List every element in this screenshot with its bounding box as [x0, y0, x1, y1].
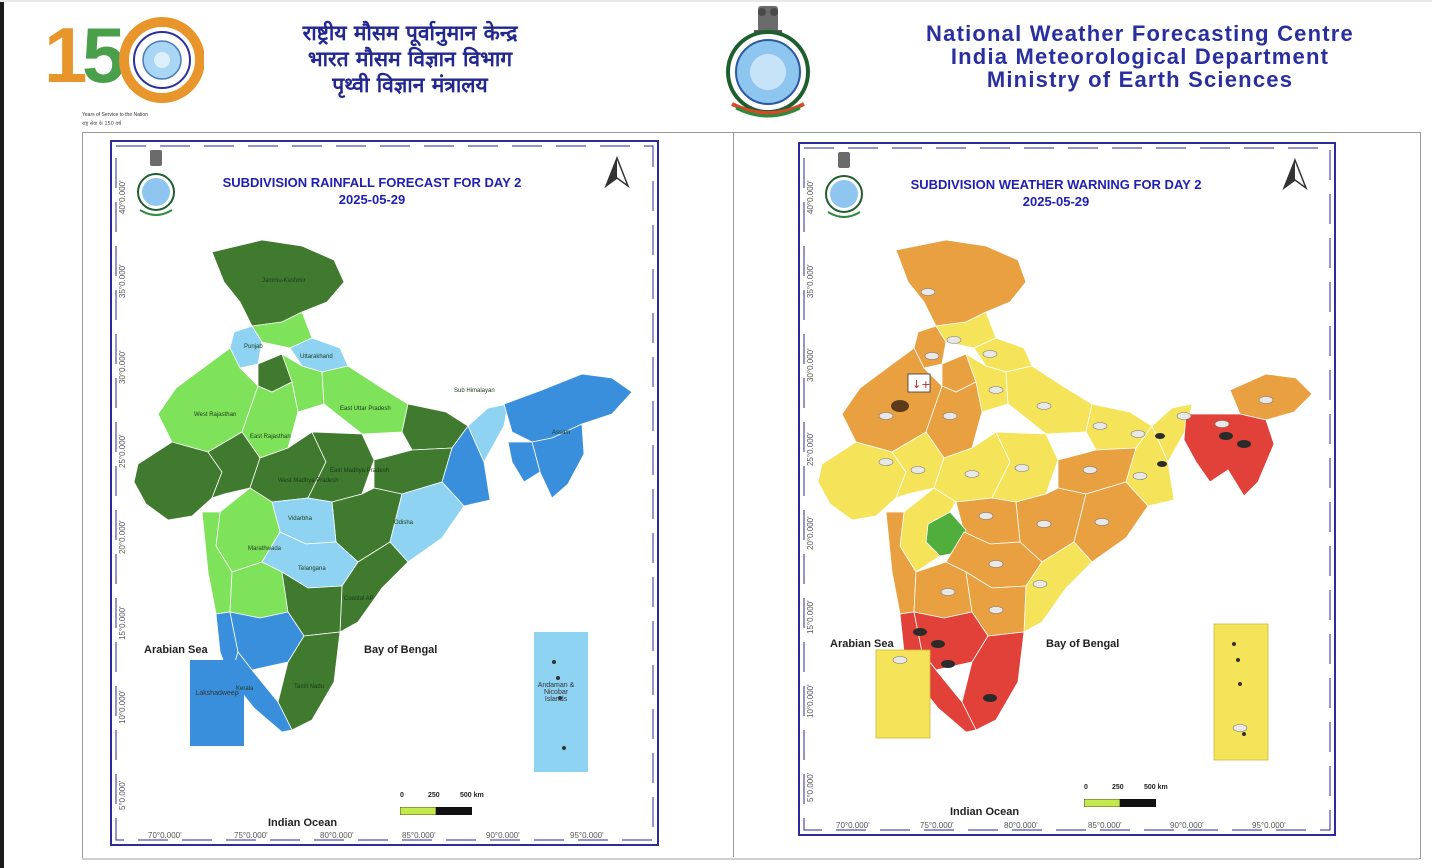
- warning-map-title: SUBDIVISION WEATHER WARNING FOR DAY 2 20…: [876, 176, 1236, 210]
- rainfall-title-line-1: SUBDIVISION RAINFALL FORECAST FOR DAY 2: [222, 175, 522, 190]
- lat-tick: 25°0.000': [806, 432, 815, 466]
- scale-bar: [1083, 794, 1156, 812]
- scale-label-250: 250: [428, 792, 440, 799]
- svg-text:Sub Himalayan: Sub Himalayan: [454, 388, 495, 394]
- rainfall-forecast-map: Jammu-Kashmir Punjab Uttarakhand West Ra…: [110, 140, 659, 846]
- svg-text:Tamil Nadu: Tamil Nadu: [294, 684, 324, 690]
- warning-title-line-2: 2025-05-29: [1022, 194, 1090, 209]
- svg-text:Coastal AP: Coastal AP: [344, 596, 374, 602]
- svg-text:Jammu-Kashmir: Jammu-Kashmir: [262, 278, 306, 284]
- lat-tick: 10°0.000': [118, 690, 127, 724]
- lat-tick: 35°0.000': [118, 264, 127, 298]
- indian-ocean-label: Indian Ocean: [950, 806, 1020, 818]
- svg-text:Marathwada: Marathwada: [248, 546, 282, 552]
- bottom-edge: [82, 858, 1419, 860]
- hindi-line-2: भारत मौसम विज्ञान विभाग: [307, 47, 513, 71]
- window-edge: [0, 0, 4, 868]
- rainfall-map-title: SUBDIVISION RAINFALL FORECAST FOR DAY 2 …: [192, 174, 552, 208]
- lat-tick: 5°0.000': [806, 772, 815, 802]
- svg-text:Odisha: Odisha: [394, 520, 414, 526]
- scale-label-500: 500 km: [1144, 784, 1168, 791]
- lat-tick: 20°0.000': [806, 516, 815, 550]
- svg-text:Telangana: Telangana: [298, 566, 326, 572]
- scale-label-0: 0: [400, 792, 404, 799]
- lat-tick: 15°0.000': [118, 606, 127, 640]
- warning-map-svg: ↓+: [803, 147, 1331, 831]
- hindi-line-3: पृथ्वी विज्ञान मंत्रालय: [332, 73, 488, 97]
- lon-tick: 75°0.000': [920, 821, 954, 830]
- warning-title-line-1: SUBDIVISION WEATHER WARNING FOR DAY 2: [910, 177, 1202, 192]
- lon-tick: 95°0.000': [570, 831, 604, 840]
- andaman-inset: [1213, 623, 1269, 761]
- lon-tick: 70°0.000': [836, 821, 870, 830]
- lat-tick: 30°0.000': [806, 348, 815, 382]
- lon-tick: 95°0.000': [1252, 821, 1286, 830]
- english-line-1: National Weather Forecasting Centre: [926, 21, 1354, 46]
- rainfall-map-svg: Jammu-Kashmir Punjab Uttarakhand West Ra…: [115, 145, 654, 841]
- arabian-sea-label: Arabian Sea: [144, 644, 208, 656]
- rainfall-title-line-2: 2025-05-29: [338, 192, 406, 207]
- lakshadweep-inset: [875, 649, 931, 739]
- lat-tick: 40°0.000': [118, 180, 127, 214]
- scale-label-500: 500 km: [460, 792, 484, 799]
- north-arrow-icon: [604, 155, 630, 195]
- panel-emblem-icon: [134, 148, 178, 225]
- arabian-sea-label: Arabian Sea: [830, 638, 894, 650]
- indian-ocean-label: Indian Ocean: [268, 817, 338, 829]
- svg-text:1: 1: [44, 14, 87, 99]
- svg-text:↓+: ↓+: [912, 378, 930, 391]
- lakshadweep-label: Lakshadweep: [195, 690, 239, 697]
- lon-tick: 85°0.000': [402, 831, 436, 840]
- weather-warning-map: ↓+ SUBDIVISION WEATHER WARNING FOR DAY 2…: [798, 142, 1336, 836]
- lat-tick: 10°0.000': [806, 684, 815, 718]
- andaman-label: Andaman & Nicobar Islands: [537, 682, 575, 703]
- english-line-2: India Meteorological Department: [950, 44, 1330, 69]
- english-line-3: Ministry of Earth Sciences: [986, 67, 1294, 92]
- lakshadweep-inset: [190, 660, 244, 746]
- lat-tick: 20°0.000': [118, 520, 127, 554]
- svg-text:Vidarbha: Vidarbha: [288, 516, 313, 522]
- svg-text:East Madhya Pradesh: East Madhya Pradesh: [330, 468, 389, 474]
- lon-tick: 75°0.000': [234, 831, 268, 840]
- scale-label-250: 250: [1112, 784, 1124, 791]
- lat-tick: 30°0.000': [118, 350, 127, 384]
- imd-emblem: [718, 4, 818, 120]
- bay-of-bengal-label: Bay of Bengal: [1046, 638, 1120, 650]
- imd-150-years-logo: 1 5 Years of Service to the Nation राष्ट…: [44, 11, 205, 132]
- svg-text:Assam: Assam: [552, 430, 570, 436]
- svg-text:Uttarakhand: Uttarakhand: [300, 354, 333, 360]
- lat-tick: 15°0.000': [806, 600, 815, 634]
- hindi-org-title: राष्ट्रीय मौसम पूर्वानुमान केन्द्र भारत …: [230, 20, 590, 98]
- lat-tick: 5°0.000': [118, 780, 127, 810]
- svg-text:East Uttar Pradesh: East Uttar Pradesh: [340, 406, 391, 412]
- lat-tick: 35°0.000': [806, 264, 815, 298]
- lon-tick: 70°0.000': [148, 831, 182, 840]
- andaman-inset: [534, 632, 588, 772]
- svg-text:5: 5: [82, 14, 125, 99]
- lon-tick: 80°0.000': [320, 831, 354, 840]
- logo-caption: Years of Service to the Nation: [82, 112, 148, 118]
- top-edge: [0, 0, 1432, 2]
- lon-tick: 80°0.000': [1004, 821, 1038, 830]
- panel-divider: [733, 132, 734, 857]
- svg-text:West Rajasthan: West Rajasthan: [194, 412, 236, 418]
- svg-text:Kerala: Kerala: [236, 686, 254, 692]
- bay-of-bengal-label: Bay of Bengal: [364, 644, 438, 656]
- scale-label-0: 0: [1084, 784, 1088, 791]
- lon-tick: 85°0.000': [1088, 821, 1122, 830]
- scale-bar: [399, 802, 472, 820]
- panel-emblem-icon: [822, 150, 866, 227]
- lat-tick: 25°0.000': [118, 434, 127, 468]
- lon-tick: 90°0.000': [1170, 821, 1204, 830]
- svg-text:राष्ट्र सेवा के 150 वर्ष: राष्ट्र सेवा के 150 वर्ष: [82, 120, 122, 127]
- lat-tick: 40°0.000': [806, 180, 815, 214]
- lon-tick: 90°0.000': [486, 831, 520, 840]
- svg-text:Punjab: Punjab: [244, 344, 263, 350]
- english-org-title: National Weather Forecasting Centre Indi…: [868, 22, 1412, 91]
- north-arrow-icon: [1282, 157, 1308, 197]
- svg-text:West Madhya Pradesh: West Madhya Pradesh: [278, 478, 339, 484]
- svg-text:East Rajasthan: East Rajasthan: [250, 434, 291, 440]
- hindi-line-1: राष्ट्रीय मौसम पूर्वानुमान केन्द्र: [302, 21, 518, 45]
